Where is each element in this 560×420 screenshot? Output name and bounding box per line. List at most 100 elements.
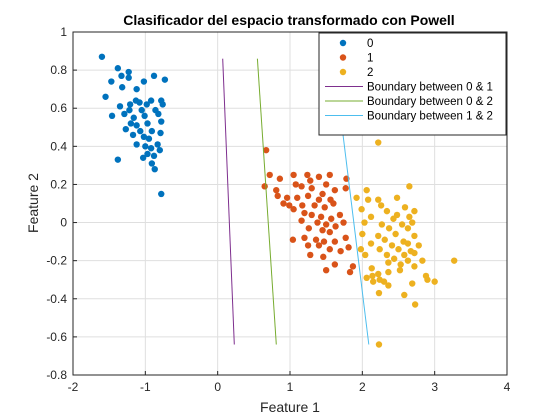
class-1-point	[320, 238, 328, 245]
class-0-point	[121, 110, 128, 118]
legend-marker-2	[339, 68, 347, 76]
class-0-point	[118, 72, 125, 80]
class-1-point	[308, 211, 315, 219]
class-0-point	[133, 85, 140, 93]
data-marks	[98, 53, 458, 348]
class-2-point	[375, 341, 383, 348]
class-0-point	[133, 141, 140, 148]
class-0-point	[141, 112, 148, 120]
class-0-point	[118, 84, 126, 91]
class-1-point	[320, 253, 327, 261]
class-1-point	[326, 228, 333, 236]
class-1-point	[328, 215, 335, 222]
class-1-point	[330, 200, 337, 207]
class-1-point	[276, 175, 284, 182]
y-axis-label: Feature 2	[25, 173, 41, 233]
class-0-point	[126, 106, 133, 114]
legend-entry-label: 2	[367, 67, 373, 79]
class-1-point	[322, 266, 330, 274]
class-2-point	[375, 270, 382, 278]
class-1-point	[274, 192, 281, 200]
class-0-point	[154, 141, 161, 148]
boundary-line-3	[222, 58, 235, 345]
class-1-point	[319, 190, 326, 198]
class-2-point	[396, 266, 404, 274]
class-1-point	[290, 206, 297, 213]
class-2-point	[358, 206, 365, 213]
legend-entry-label: Boundary between 0 & 2	[367, 96, 493, 108]
class-0-point	[122, 125, 130, 133]
legend-box	[318, 32, 507, 136]
class-0-point	[150, 72, 158, 80]
class-1-point	[294, 194, 301, 201]
x-tick-label: 1	[287, 380, 294, 394]
class-1-point	[331, 261, 339, 268]
class-2-point	[376, 246, 383, 253]
boundary-line-5	[341, 127, 370, 345]
class-2-point	[401, 291, 408, 299]
class-1-point	[317, 213, 325, 221]
class-1-point	[280, 200, 287, 207]
class-0-point	[126, 101, 134, 108]
class-0-point	[151, 166, 158, 173]
class-0-point	[147, 97, 155, 104]
class-1-point	[315, 173, 323, 181]
class-2-point	[406, 183, 413, 190]
class-2-point	[381, 236, 388, 243]
class-0-point	[127, 120, 135, 127]
legend-entry-label: 0	[367, 38, 373, 50]
class-1-point	[321, 204, 328, 211]
class-1-point	[298, 183, 305, 190]
class-0-point	[129, 131, 137, 139]
chart-title: Clasificador del espacio transformado co…	[123, 12, 454, 28]
class-1-point	[283, 194, 291, 201]
class-2-point	[401, 251, 408, 259]
class-1-point	[322, 181, 330, 188]
x-axis-label: Feature 1	[260, 399, 320, 415]
class-0-point	[144, 120, 151, 127]
class-2-point	[401, 204, 409, 211]
class-2-point	[390, 255, 398, 262]
class-2-point	[364, 196, 372, 203]
class-0-point	[108, 112, 116, 120]
x-axis-ticks: -2 -1 0 1 2 3 4	[68, 371, 511, 394]
x-tick-label: 3	[431, 380, 438, 394]
class-2-point	[363, 186, 370, 194]
class-1-point	[308, 185, 315, 192]
class-1-point	[304, 242, 312, 249]
class-2-point	[393, 194, 401, 201]
class-2-point	[375, 232, 382, 240]
class-0-point	[125, 68, 132, 76]
class-1-point	[326, 171, 333, 179]
class-0-point	[143, 101, 150, 108]
class-1-point	[319, 226, 326, 234]
class-2-point	[375, 289, 383, 297]
legend-marker-1	[339, 54, 347, 61]
x-tick-label: 4	[504, 380, 511, 394]
class-1-point	[304, 171, 311, 179]
y-tick-label: -0.4	[46, 292, 67, 306]
y-tick-label: 0.2	[50, 177, 67, 191]
boundary-line-4	[256, 58, 277, 345]
class-0-point	[140, 78, 148, 85]
class-2-point	[380, 278, 388, 285]
x-tick-label: 2	[359, 380, 366, 394]
y-tick-label: 0	[60, 216, 67, 230]
class-1-point	[273, 186, 280, 194]
legend-marker-0	[339, 39, 347, 47]
class-2-point	[411, 232, 418, 240]
class-1-point	[311, 202, 318, 209]
class-0-point	[136, 99, 143, 106]
class-2-point	[357, 246, 365, 253]
class-1-point	[336, 211, 344, 219]
y-tick-label: -0.8	[46, 368, 67, 382]
class-0-point	[155, 110, 162, 118]
class-2-point	[385, 282, 392, 289]
class-1-point	[314, 219, 321, 226]
class-2-point	[397, 261, 404, 268]
class-0-point	[133, 122, 140, 129]
class-0-point	[147, 145, 155, 152]
class-1-point	[315, 242, 323, 249]
class-0-point	[98, 53, 106, 60]
